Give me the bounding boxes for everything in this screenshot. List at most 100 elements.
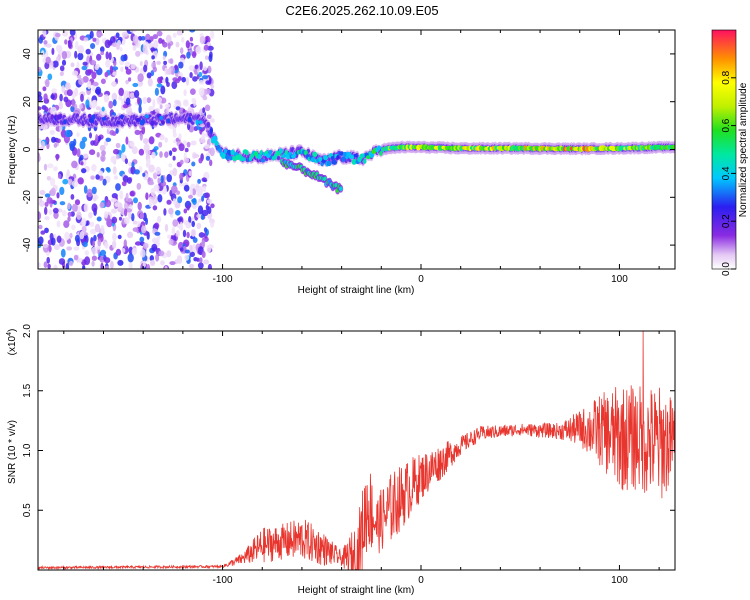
- snr-y-ticks: 0.5 1.0 1.5 2.0: [22, 324, 675, 517]
- spectrogram-noise-blob: [139, 60, 143, 67]
- spectrogram-noise-blob: [56, 138, 61, 144]
- spectrogram-noise-blob: [48, 209, 53, 215]
- spectrogram-noise-blob: [201, 251, 206, 258]
- spectrogram-noise-blob: [142, 138, 149, 145]
- spectrogram-noise-blob: [78, 78, 85, 85]
- spectrogram-noise-blob: [196, 257, 200, 262]
- spectrogram-ridge-core: [323, 155, 328, 161]
- spectrogram-ridge-core: [214, 140, 219, 146]
- spectrogram-ridge-core: [360, 153, 366, 158]
- spectrogram-noise-blob: [202, 95, 208, 101]
- spectrogram-noise-blob: [38, 142, 41, 147]
- spectrogram-noise-blob: [164, 151, 169, 158]
- spectrogram-noise-blob: [189, 72, 193, 79]
- spectrogram-noise-blob: [152, 205, 158, 211]
- spectrogram-noise-blob: [192, 197, 197, 206]
- spectrogram-noise-blob: [174, 64, 179, 71]
- spectrogram-noise-blob: [126, 177, 132, 184]
- spectrogram-noise-blob: [61, 210, 67, 217]
- spectrogram-noise-blob: [67, 216, 71, 222]
- spectrogram-noise-blob: [207, 263, 212, 269]
- spectrogram-noise-blob: [44, 201, 49, 207]
- spectrogram-noise-blob: [44, 106, 49, 112]
- snr-y-axis-label: SNR (10 * v/v): [7, 420, 18, 484]
- spectrogram-noise-blob: [153, 184, 160, 192]
- spectrogram-noise-blob: [167, 43, 171, 50]
- spectrogram-noise-blob: [127, 253, 134, 263]
- spectrogram-noise-blob: [50, 94, 55, 100]
- spectrogram-noise-blob: [197, 262, 204, 269]
- spectrogram-noise-blob: [194, 64, 199, 70]
- spectrogram-noise-blob: [140, 249, 146, 258]
- spectrogram-noise-blob: [164, 137, 168, 143]
- spectrogram-ridge-core: [218, 148, 222, 153]
- spectrogram-noise-blob: [58, 101, 63, 110]
- colorbar-ticks: 0.00.20.40.60.8: [711, 29, 737, 276]
- spectrogram-noise-blob: [91, 71, 97, 80]
- spectrogram-noise-blob: [178, 61, 184, 69]
- spectrogram-noise-blob: [122, 104, 129, 109]
- spectrogram-y-axis-label: Frequency (Hz): [7, 116, 18, 185]
- spectrogram-x-tick-label: 100: [611, 274, 628, 285]
- spectrogram-noise-blob: [89, 101, 94, 109]
- spectrogram-noise-blob: [41, 140, 46, 149]
- spectrogram-noise-blob: [43, 93, 48, 101]
- snr-panel: -100 0 100 0.5 1.0 1.5 2.0 Height of straight…: [6, 324, 676, 596]
- spectrogram-noise-blob: [188, 170, 193, 176]
- spectrogram-noise-blob: [96, 216, 102, 222]
- spectrogram-noise-blob: [82, 61, 88, 66]
- spectrogram-noise-blob: [103, 94, 110, 103]
- spectrogram-noise-blob: [53, 264, 58, 269]
- spectrogram-ridge-core: [268, 150, 273, 155]
- spectrogram-noise-blob: [191, 51, 197, 59]
- spectrogram-ridge-core: [229, 156, 233, 161]
- spectrogram-noise-blob: [95, 245, 101, 250]
- spectrogram-noise-blob: [206, 199, 213, 204]
- spectrogram-noise-blob: [189, 251, 195, 257]
- spectrogram-noise-blob: [131, 146, 138, 155]
- spectrogram-noise-blob: [46, 256, 50, 264]
- spectrogram-noise-blob: [184, 147, 189, 153]
- spectrogram-noise-blob: [110, 155, 117, 164]
- spectrogram-noise-blob: [55, 44, 63, 52]
- spectrogram-noise-blob: [152, 99, 156, 108]
- spectrogram-noise-blob: [43, 261, 48, 269]
- spectrogram-noise-blob: [91, 255, 97, 261]
- spectrogram-noise-blob: [70, 194, 75, 200]
- spectrogram-noise-blob: [202, 185, 207, 193]
- spectrogram-noise-blob: [39, 189, 46, 196]
- spectrogram-noise-blob: [153, 40, 159, 49]
- spectrogram-noise-blob: [64, 129, 72, 138]
- spectrogram-noise-blob: [177, 217, 183, 222]
- spectrogram-noise-blob: [198, 198, 202, 203]
- spectrogram-noise-blob: [76, 211, 82, 220]
- spectrogram-noise-blob: [156, 30, 163, 37]
- spectrogram-ridge-core: [187, 116, 192, 123]
- spectrogram-noise-blob: [38, 153, 41, 162]
- spectrogram-noise-blob: [89, 132, 92, 139]
- spectrogram-noise-blob: [142, 242, 149, 249]
- spectrogram-noise-blob: [172, 167, 178, 177]
- spectrogram-noise-blob: [129, 30, 137, 33]
- spectrogram-noise-blob: [171, 226, 176, 236]
- colorbar-gradient: [712, 30, 736, 269]
- spectrogram-noise-blob: [43, 163, 48, 171]
- spectrogram-noise-blob: [108, 100, 114, 109]
- spectrogram-noise-blob: [91, 164, 97, 172]
- spectrogram-noise-blob: [115, 154, 120, 160]
- spectrogram-noise-blob: [63, 220, 70, 229]
- spectrogram-noise-blob: [59, 65, 65, 72]
- spectrogram-noise-blob: [132, 45, 137, 51]
- spectrogram-noise-blob: [183, 100, 189, 107]
- spectrogram-noise-blob: [151, 243, 158, 251]
- spectrogram-noise-blob: [135, 50, 141, 57]
- spectrogram-noise-blob: [81, 168, 87, 174]
- spectrogram-noise-blob: [51, 237, 56, 246]
- spectrogram-noise-blob: [139, 81, 144, 86]
- spectrogram-noise-blob: [96, 32, 103, 37]
- spectrogram-noise-blob: [47, 263, 51, 269]
- spectrogram-noise-blob: [146, 97, 152, 103]
- colorbar-tick-label: 0.2: [721, 214, 732, 228]
- spectrogram-noise-blob: [112, 166, 117, 175]
